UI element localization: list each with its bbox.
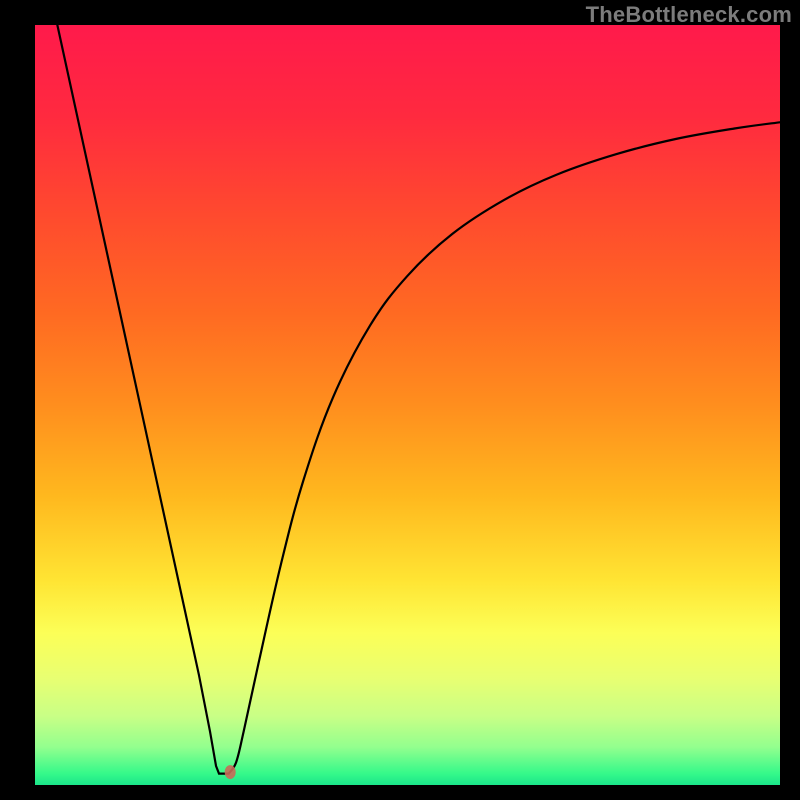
chart-svg: [35, 25, 780, 785]
chart-frame: TheBottleneck.com: [0, 0, 800, 800]
gradient-background: [35, 25, 780, 785]
optimal-point-marker: [225, 765, 236, 779]
watermark-text: TheBottleneck.com: [586, 2, 792, 28]
bottleneck-chart: [35, 25, 780, 785]
